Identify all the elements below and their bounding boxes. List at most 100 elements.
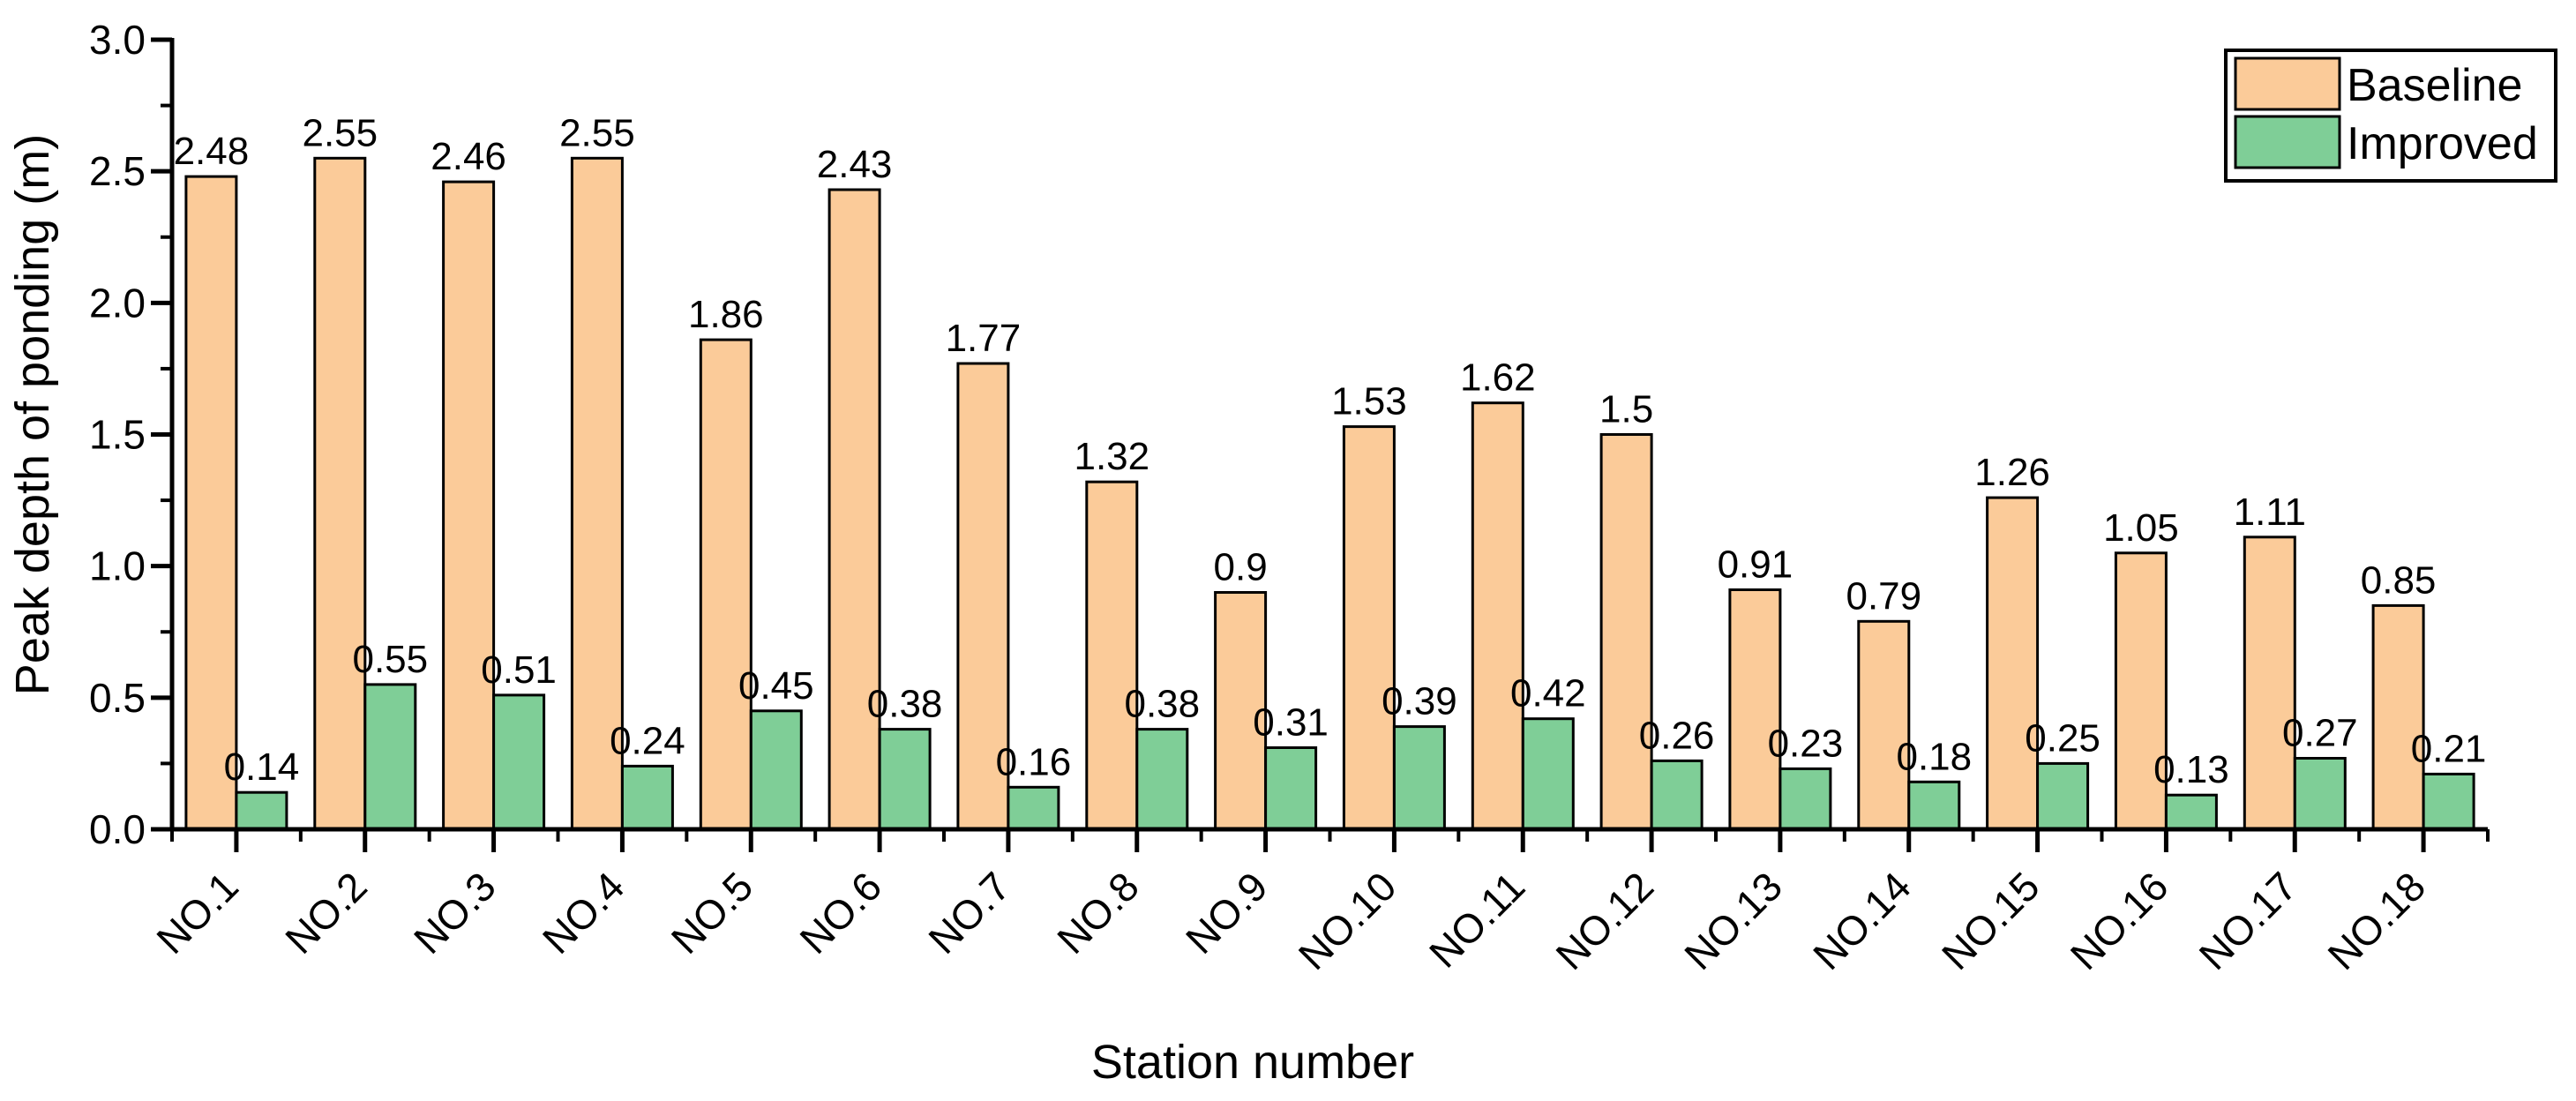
bar-value-improved-NO.11: 0.42 xyxy=(1510,672,1586,715)
bar-improved-NO.11 xyxy=(1521,717,1575,831)
bar-value-baseline-NO.2: 2.55 xyxy=(302,111,378,154)
legend-label-baseline: Baseline xyxy=(2347,60,2522,111)
bar-improved-NO.3 xyxy=(492,693,546,831)
bar-baseline-NO.17 xyxy=(2243,536,2296,831)
x-category-label: NO.13 xyxy=(1675,863,1791,978)
bar-value-improved-NO.16: 0.13 xyxy=(2153,748,2229,791)
x-category-label: NO.12 xyxy=(1546,863,1662,978)
bar-baseline-NO.16 xyxy=(2114,551,2168,831)
x-axis-title: Station number xyxy=(1091,1036,1414,1089)
bar-baseline-NO.5 xyxy=(699,338,753,831)
x-category-label: NO.18 xyxy=(2318,863,2434,978)
bar-value-baseline-NO.6: 2.43 xyxy=(817,143,893,186)
bar-value-baseline-NO.3: 2.46 xyxy=(431,135,506,178)
bar-improved-NO.15 xyxy=(2036,761,2090,831)
bar-improved-NO.8 xyxy=(1135,728,1189,831)
x-category-label: NO.2 xyxy=(276,863,376,962)
bar-improved-NO.2 xyxy=(363,683,417,831)
bar-improved-NO.16 xyxy=(2164,793,2218,831)
bar-baseline-NO.13 xyxy=(1728,588,1782,831)
bar-value-baseline-NO.9: 0.9 xyxy=(1214,546,1268,589)
bar-value-baseline-NO.7: 1.77 xyxy=(946,317,1022,360)
bar-baseline-NO.6 xyxy=(827,188,881,831)
x-category-label: NO.5 xyxy=(663,863,762,962)
bar-improved-NO.12 xyxy=(1650,759,1704,831)
bar-value-baseline-NO.16: 1.05 xyxy=(2103,506,2179,550)
bar-value-baseline-NO.8: 1.32 xyxy=(1074,435,1149,478)
y-tick-label: 1.5 xyxy=(89,412,146,458)
y-tick-label: 3.0 xyxy=(89,17,146,63)
bar-value-baseline-NO.11: 1.62 xyxy=(1460,356,1536,400)
bar-value-improved-NO.7: 0.16 xyxy=(996,740,1072,783)
x-category-label: NO.9 xyxy=(1177,863,1277,962)
bar-baseline-NO.18 xyxy=(2371,603,2425,831)
bar-improved-NO.13 xyxy=(1778,767,1832,831)
bar-baseline-NO.11 xyxy=(1471,401,1524,831)
x-category-label: NO.1 xyxy=(147,863,247,962)
bar-improved-NO.4 xyxy=(620,764,674,831)
bar-baseline-NO.12 xyxy=(1599,433,1653,831)
bar-improved-NO.9 xyxy=(1264,746,1318,831)
x-category-label: NO.10 xyxy=(1290,863,1405,978)
x-category-label: NO.7 xyxy=(919,863,1019,962)
y-axis-title: Peak depth of ponding (m) xyxy=(6,134,59,695)
bar-improved-NO.7 xyxy=(1007,785,1060,831)
x-category-label: NO.6 xyxy=(790,863,890,962)
bar-improved-NO.5 xyxy=(749,709,803,831)
bar-baseline-NO.10 xyxy=(1342,425,1396,831)
bar-baseline-NO.4 xyxy=(570,156,624,831)
bar-value-baseline-NO.12: 1.5 xyxy=(1599,388,1653,431)
bar-value-improved-NO.12: 0.26 xyxy=(1639,714,1715,757)
bar-value-improved-NO.17: 0.27 xyxy=(2282,712,2358,755)
bar-baseline-NO.8 xyxy=(1085,480,1139,831)
y-tick-label: 1.0 xyxy=(89,543,146,589)
bar-value-improved-NO.6: 0.38 xyxy=(867,683,943,726)
bar-baseline-NO.7 xyxy=(956,362,1010,831)
y-tick-label: 0.5 xyxy=(89,675,146,721)
legend-label-improved: Improved xyxy=(2347,118,2538,169)
bar-improved-NO.18 xyxy=(2422,772,2475,831)
bar-value-baseline-NO.15: 1.26 xyxy=(1974,451,2050,494)
bar-value-improved-NO.5: 0.45 xyxy=(738,664,814,708)
axes-layer xyxy=(151,37,2490,852)
bar-improved-NO.10 xyxy=(1392,725,1446,831)
bar-value-improved-NO.14: 0.18 xyxy=(1896,735,1972,778)
bar-value-baseline-NO.18: 0.85 xyxy=(2361,558,2437,602)
x-category-label: NO.8 xyxy=(1048,863,1148,962)
bar-improved-NO.14 xyxy=(1907,780,1961,831)
bar-value-baseline-NO.1: 2.48 xyxy=(174,130,250,173)
bar-baseline-NO.3 xyxy=(442,180,496,831)
y-tick-label: 2.5 xyxy=(89,148,146,194)
x-category-label: NO.16 xyxy=(2062,863,2177,978)
bar-value-improved-NO.3: 0.51 xyxy=(481,648,557,692)
bar-value-improved-NO.2: 0.55 xyxy=(352,638,428,681)
bar-improved-NO.1 xyxy=(235,790,288,831)
bars-layer xyxy=(184,156,2475,831)
legend-swatch-improved xyxy=(2234,115,2341,169)
legend-swatch-baseline xyxy=(2234,56,2341,111)
x-category-label: NO.11 xyxy=(1420,863,1533,976)
bar-baseline-NO.15 xyxy=(1986,496,2040,831)
bar-baseline-NO.14 xyxy=(1857,619,1911,831)
bar-value-improved-NO.18: 0.21 xyxy=(2411,727,2487,770)
legend: Baseline Improved xyxy=(2224,49,2557,183)
bar-value-improved-NO.13: 0.23 xyxy=(1768,722,1844,765)
bar-value-improved-NO.4: 0.24 xyxy=(610,719,685,762)
x-category-label: NO.3 xyxy=(405,863,505,962)
bar-baseline-NO.2 xyxy=(313,156,367,831)
bar-value-improved-NO.8: 0.38 xyxy=(1124,683,1200,726)
bar-value-baseline-NO.13: 0.91 xyxy=(1718,543,1793,587)
x-category-label: NO.4 xyxy=(534,863,633,962)
x-category-label: NO.17 xyxy=(2190,863,2306,978)
y-tick-label: 0.0 xyxy=(89,806,146,852)
bar-improved-NO.6 xyxy=(878,728,932,831)
bar-value-baseline-NO.10: 1.53 xyxy=(1331,380,1407,423)
bar-value-improved-NO.15: 0.25 xyxy=(2025,716,2100,760)
bar-value-improved-NO.10: 0.39 xyxy=(1382,680,1457,723)
bar-value-baseline-NO.4: 2.55 xyxy=(559,111,635,154)
bar-value-baseline-NO.17: 1.11 xyxy=(2234,491,2306,534)
bar-value-improved-NO.9: 0.31 xyxy=(1253,701,1329,745)
y-tick-label: 2.0 xyxy=(89,280,146,326)
